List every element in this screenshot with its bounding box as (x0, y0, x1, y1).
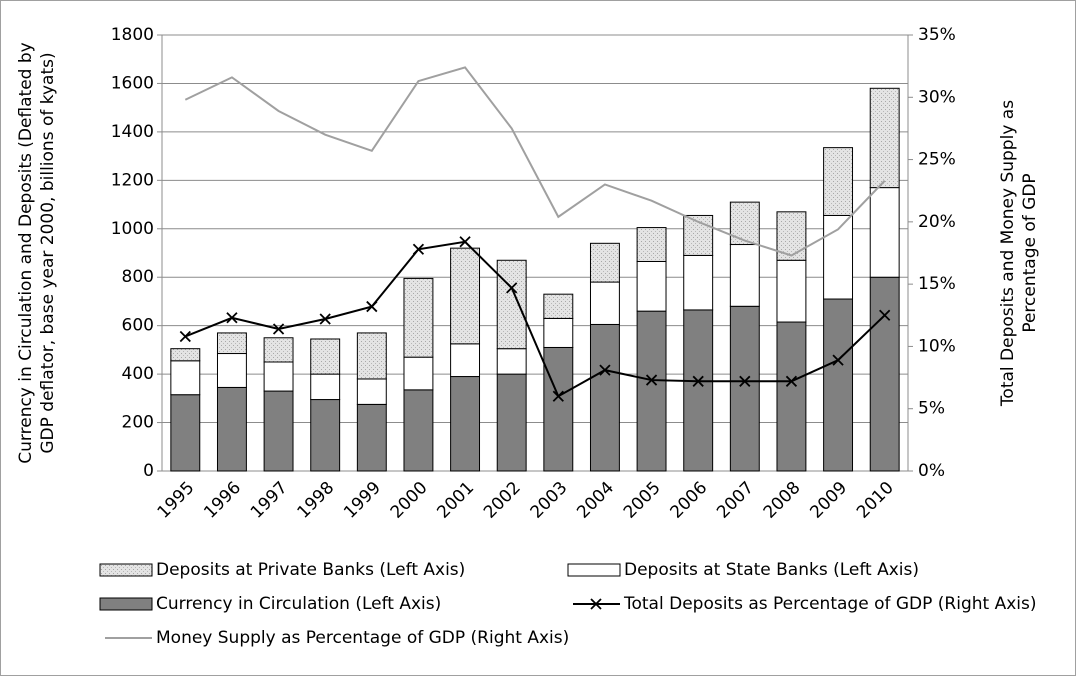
bar-segment (403, 277, 434, 358)
marker (272, 323, 285, 335)
y-axis-title-line: Currency in Circulation and Deposits (De… (16, 42, 36, 463)
y-tick-label: 400 (122, 364, 154, 384)
marker (692, 375, 704, 387)
legend-swatch (567, 563, 621, 577)
bar-segment (729, 305, 760, 472)
bar-segment (869, 87, 900, 189)
legend-label: Currency in Circulation (Left Axis) (156, 594, 441, 614)
y-tick-label: 0 (143, 461, 154, 481)
marker (366, 300, 378, 313)
y2-tick-label: 35% (918, 25, 956, 45)
y-tick-label: 1400 (111, 122, 154, 142)
bar-segment (543, 293, 574, 319)
bar-segment (496, 348, 527, 375)
bar-segment (496, 373, 527, 472)
bar-segment (589, 323, 620, 472)
bar-segment (216, 332, 247, 355)
marker (645, 374, 658, 386)
legend-marker (590, 598, 602, 610)
bar-segment (636, 227, 667, 262)
bar-segment (543, 317, 574, 348)
y-tick-label: 200 (122, 413, 154, 433)
y-axis-title-line: GDP deflator, base year 2000, billions o… (38, 52, 58, 453)
y2-axis-title-line: Percentage of GDP (1020, 173, 1040, 332)
bar-segment (589, 281, 620, 325)
bar-segment (776, 321, 807, 472)
legend-label: Deposits at State Banks (Left Axis) (624, 560, 919, 580)
bar-segment (589, 242, 620, 283)
marker (506, 282, 518, 294)
marker (739, 375, 751, 387)
bar-segment (263, 361, 294, 392)
y2-tick-label: 25% (918, 150, 956, 170)
line (184, 240, 886, 398)
bar-segment (170, 394, 201, 472)
bar-segment (263, 390, 294, 472)
marker (599, 364, 611, 376)
bar-segment (216, 386, 247, 472)
y-tick-label: 600 (122, 316, 154, 336)
bar-segment (403, 356, 434, 391)
y2-tick-label: 20% (918, 212, 956, 232)
marker (179, 330, 191, 343)
legend-label: Money Supply as Percentage of GDP (Right… (156, 628, 569, 648)
bar-segment (823, 298, 854, 472)
y-tick-label: 1600 (111, 73, 154, 93)
marker (226, 312, 238, 324)
bar-segment (729, 201, 760, 246)
y-axis-title: Currency in Circulation and Deposits (De… (16, 42, 58, 463)
bar-segment (776, 259, 807, 323)
bar-segment (356, 403, 387, 472)
y-tick-label: 1800 (111, 25, 154, 45)
marker (552, 390, 564, 402)
bar-segment (823, 147, 854, 216)
bar-segment (543, 346, 574, 472)
legend-swatch (99, 597, 153, 611)
bar-segment (310, 399, 341, 472)
marker (785, 375, 798, 387)
marker (879, 309, 891, 321)
bar-segment (356, 332, 387, 380)
bar-segment (310, 373, 341, 401)
marker (832, 354, 844, 366)
legend-swatch (99, 563, 153, 577)
bar-segment (683, 254, 714, 311)
legend-label: Total Deposits as Percentage of GDP (Rig… (623, 594, 1036, 614)
marker (319, 313, 331, 325)
y2-tick-label: 5% (918, 399, 945, 419)
bar-segment (450, 343, 481, 378)
marker (412, 243, 425, 255)
bar-segment (636, 310, 667, 472)
bar-segment (263, 337, 294, 363)
y2-tick-label: 15% (918, 274, 956, 294)
bar-segment (496, 259, 527, 350)
marker (459, 236, 471, 248)
bar-segment (356, 378, 387, 405)
bar-segment (170, 348, 201, 362)
y2-axis-title: Total Deposits and Money Supply as Percen… (998, 100, 1040, 407)
y2-tick-label: 10% (918, 336, 956, 356)
bar-segment (869, 276, 900, 472)
bar-segment (403, 389, 434, 472)
bar-segment (450, 247, 481, 345)
legend-label: Deposits at Private Banks (Left Axis) (156, 560, 465, 580)
y2-tick-label: 0% (918, 461, 945, 481)
bar-segment (869, 187, 900, 278)
y-tick-label: 1000 (111, 219, 154, 239)
y2-tick-label: 30% (918, 87, 956, 107)
bar-segment (170, 360, 201, 396)
y-tick-label: 1200 (111, 170, 154, 190)
y-tick-label: 800 (122, 267, 154, 287)
bar-segment (216, 353, 247, 388)
y2-axis-title-line: Total Deposits and Money Supply as (998, 100, 1018, 407)
line (184, 66, 886, 257)
bar-segment (729, 244, 760, 307)
bar-segment (683, 309, 714, 472)
bar-segment (310, 338, 341, 375)
bar-segment (450, 376, 481, 472)
bar-segment (636, 260, 667, 312)
